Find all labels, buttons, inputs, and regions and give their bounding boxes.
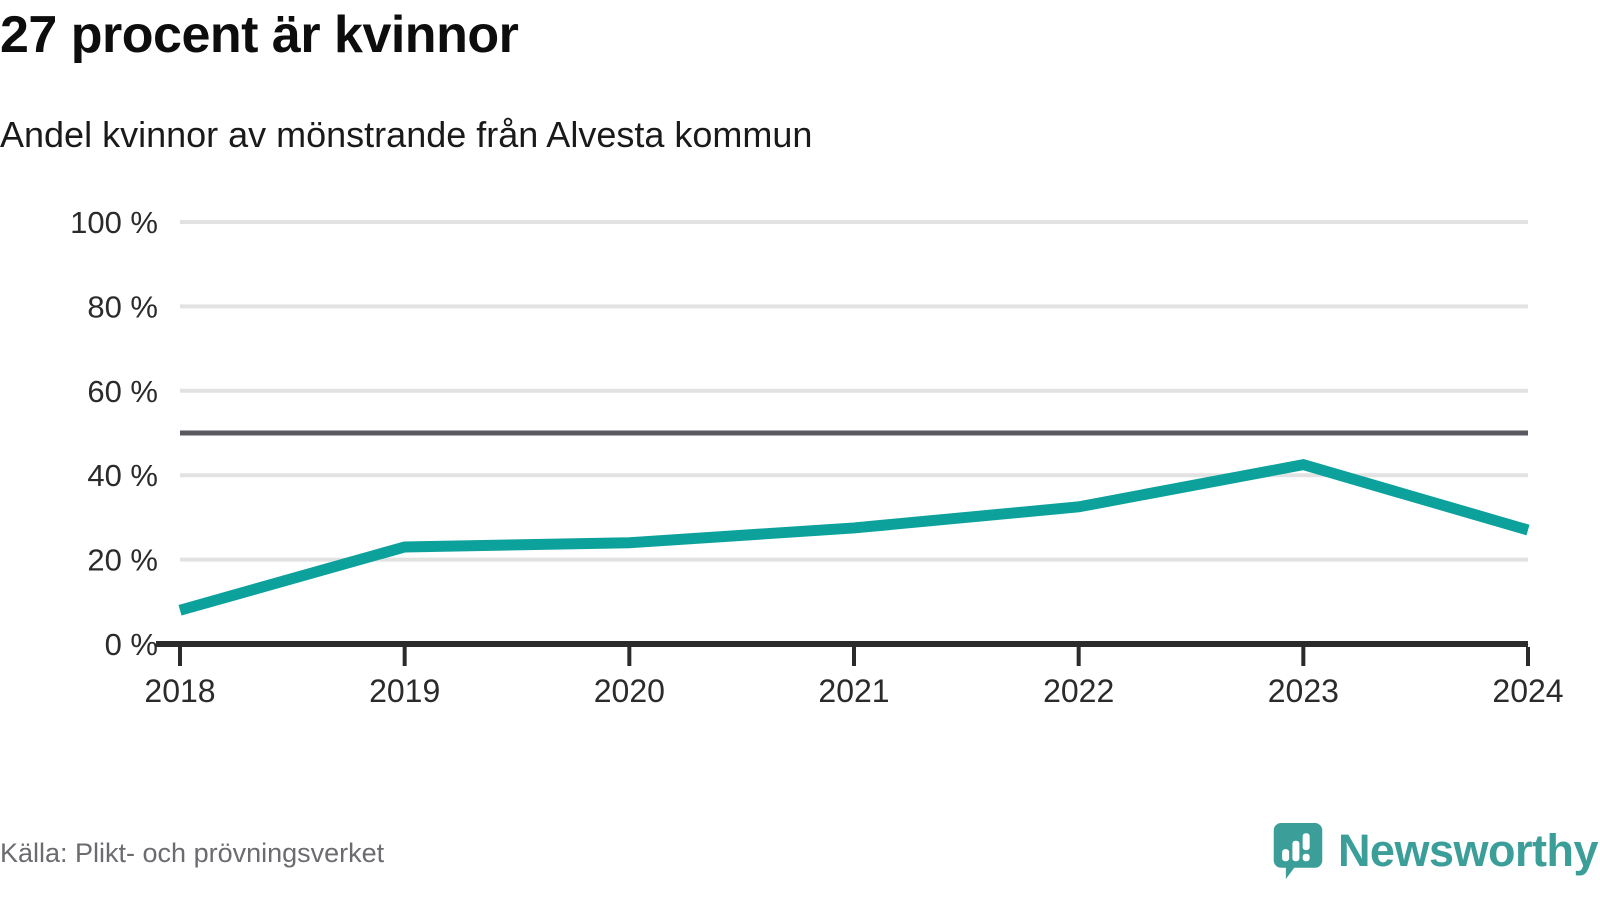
chart-subtitle: Andel kvinnor av mönstrande från Alvesta…: [0, 114, 813, 155]
x-axis-tick-label: 2023: [1268, 673, 1339, 709]
x-axis-tick-label: 2022: [1043, 673, 1114, 709]
data-series-group: [178, 459, 1530, 616]
x-axis-tick-labels: 2018 2019 2020 2021 2022 2023 2024: [144, 673, 1563, 709]
y-axis-tick-labels: 0 % 20 % 40 % 60 % 80 % 100 %: [70, 205, 158, 662]
y-axis-tick-label: 100 %: [70, 205, 158, 240]
y-axis-tick-label: 0 %: [105, 627, 158, 662]
line-chart-svg: 0 % 20 % 40 % 60 % 80 % 100 % 2018 2019 2020 202…: [70, 205, 1564, 709]
y-axis-tick-label: 20 %: [87, 543, 158, 578]
y-axis-tick-label: 80 %: [87, 289, 158, 324]
x-axis-tick-label: 2020: [594, 673, 665, 709]
page-title: 27 procent är kvinnor: [0, 6, 519, 64]
x-axis-tick-label: 2021: [818, 673, 889, 709]
data-line-andel-kvinnor: [178, 459, 1530, 616]
newsworthy-wordmark: Newsworthy: [1337, 825, 1599, 876]
x-axis-group: [156, 641, 1530, 666]
x-axis-tick-label: 2019: [369, 673, 440, 709]
gridlines-group: [180, 220, 1528, 562]
y-axis-tick-label: 40 %: [87, 458, 158, 493]
bar-chart-speech-bubble-icon: [1273, 823, 1323, 879]
x-axis-tick-label: 2024: [1492, 673, 1563, 709]
y-axis-tick-label: 60 %: [87, 374, 158, 409]
source-note: Källa: Plikt- och prövningsverket: [0, 838, 385, 868]
newsworthy-logo: Newsworthy: [1272, 818, 1599, 884]
x-axis-tick-label: 2018: [144, 673, 215, 709]
